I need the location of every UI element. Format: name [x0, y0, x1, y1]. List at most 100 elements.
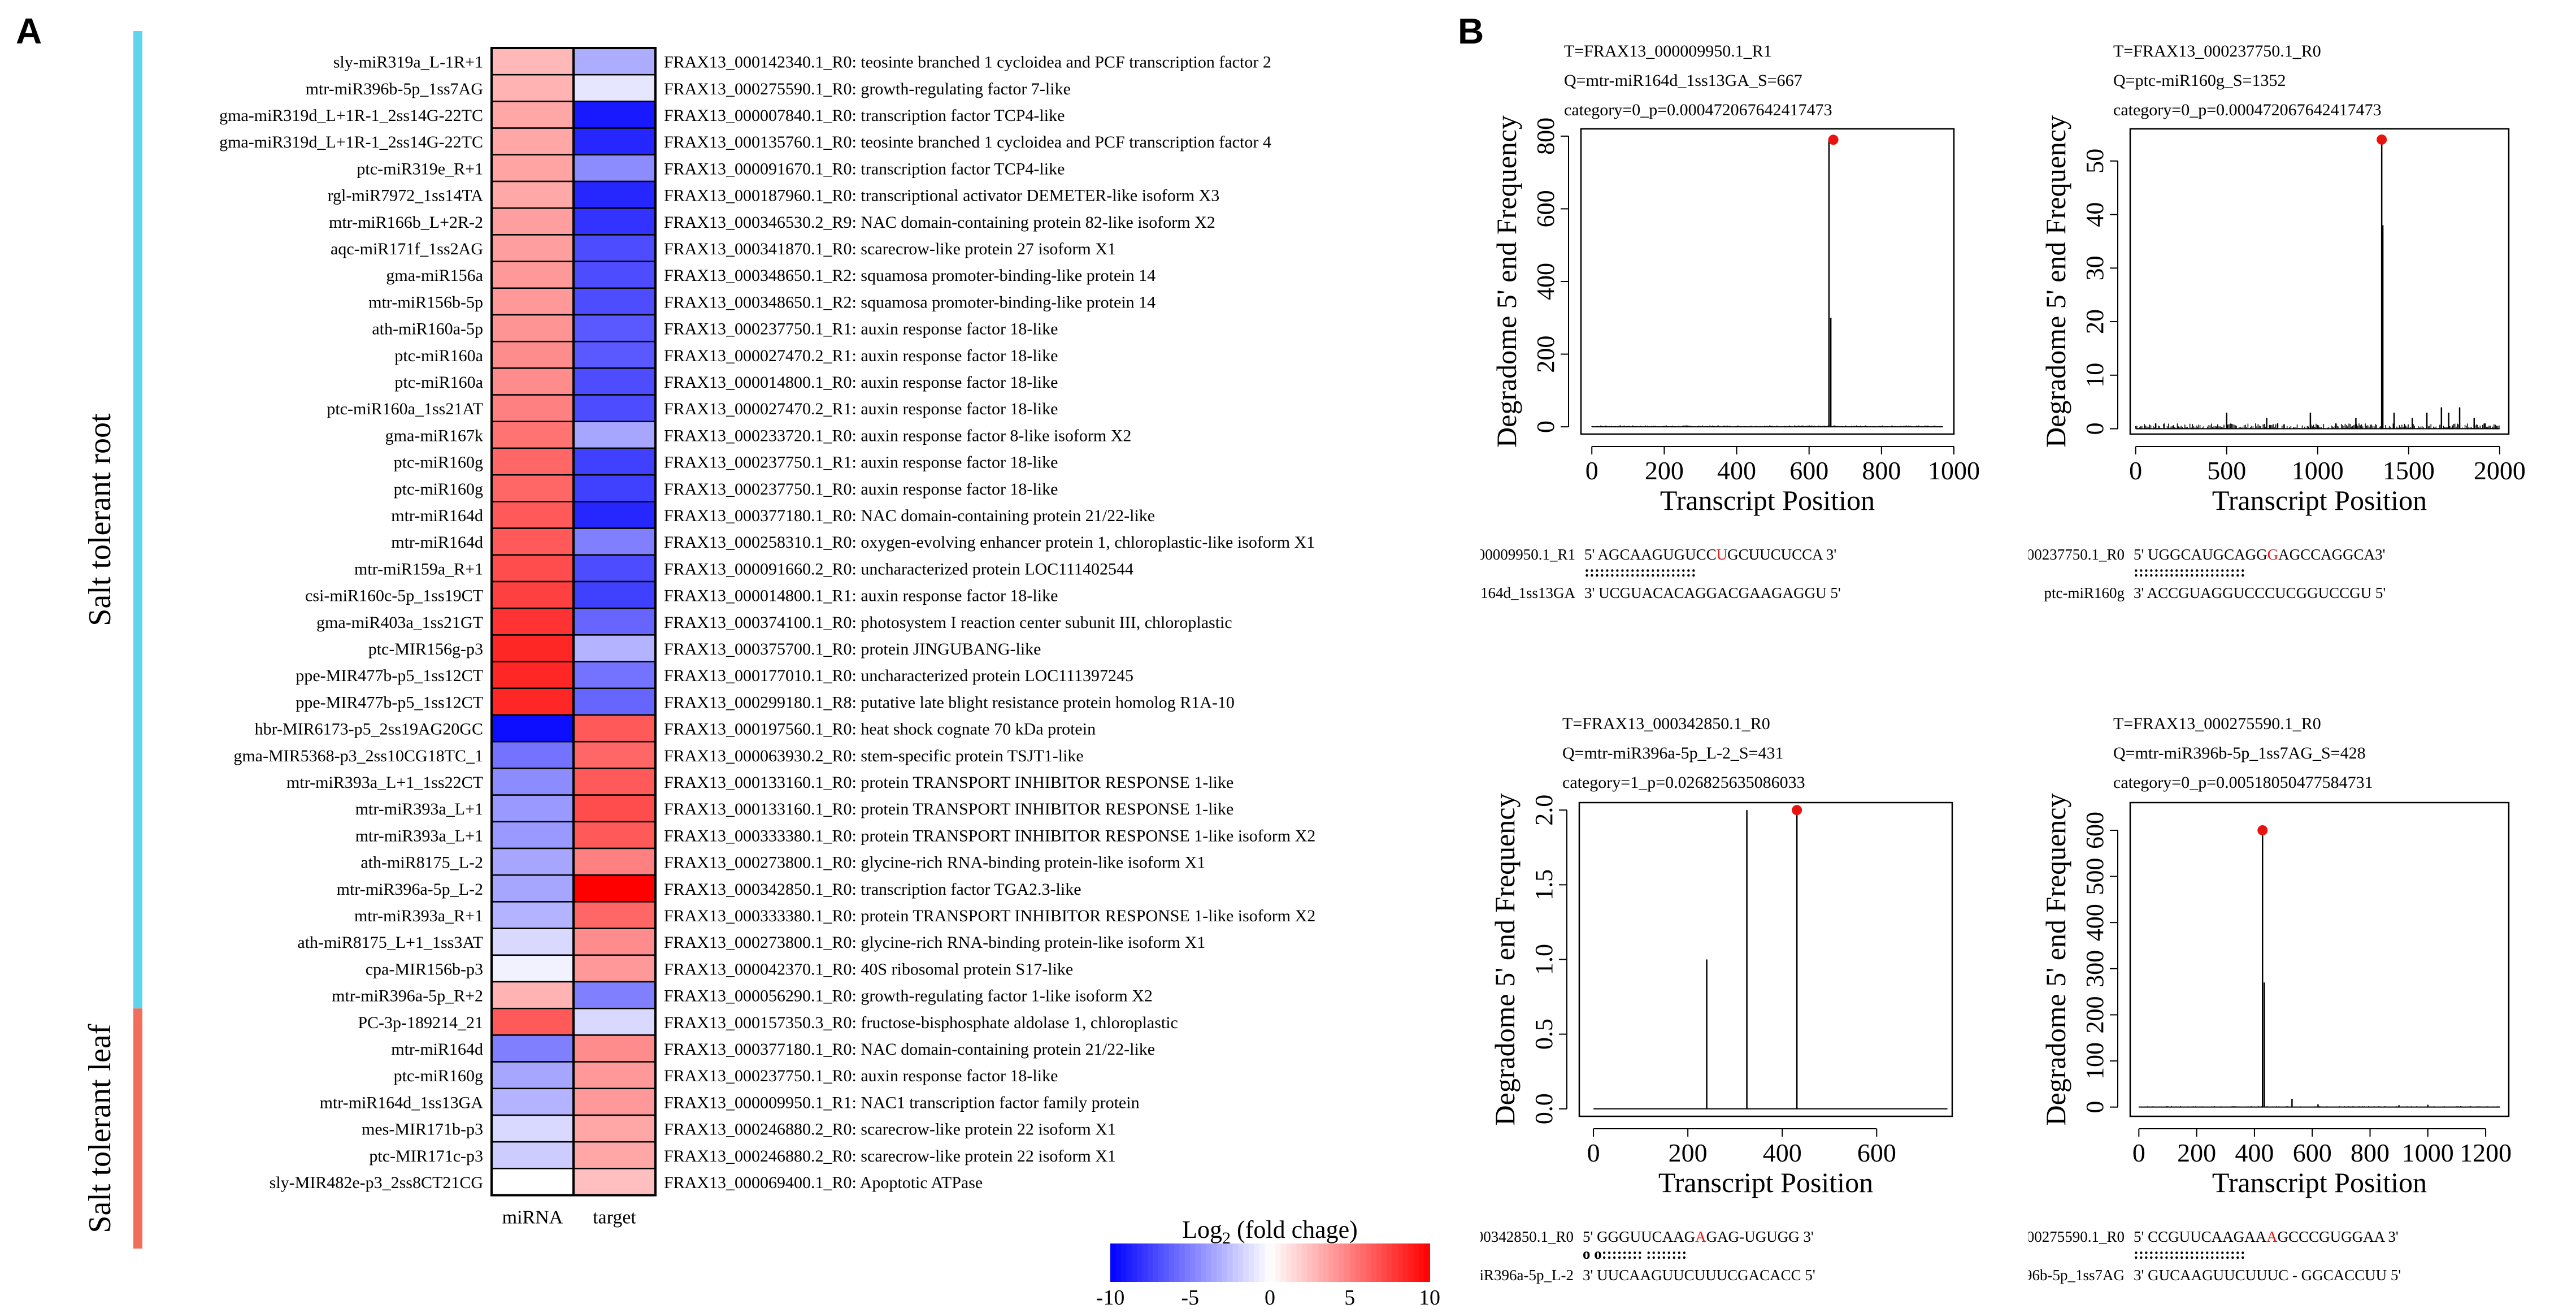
legend-color-step [1280, 1243, 1287, 1282]
target-label: FRAX13_000273800.1_R0: glycine-rich RNA-… [664, 933, 1205, 952]
alignment-query-seq: 3' UCGUACACAGGACGAAGAGGU 5' [1584, 584, 1841, 601]
legend-color-step [1110, 1243, 1117, 1282]
mirna-label: mtr-miR166b_L+2R-2 [329, 213, 483, 232]
legend-color-step [1115, 1243, 1122, 1282]
legend-tick-label: -10 [1096, 1286, 1125, 1310]
x-tick-label: 1500 [2383, 456, 2435, 485]
mirna-label: mtr-miR159a_R+1 [354, 560, 483, 578]
legend-color-step [1323, 1243, 1330, 1282]
x-tick-label: 600 [1789, 456, 1828, 485]
mirna-label: mes-MIR171b-p3 [362, 1120, 483, 1139]
legend-color-step [1302, 1243, 1308, 1282]
y-tick-label: 0 [1532, 421, 1559, 433]
target-label: FRAX13_000258310.1_R0: oxygen-evolving e… [664, 533, 1315, 552]
legend-color-step [1265, 1243, 1271, 1282]
target-label: FRAX13_000009950.1_R1: NAC1 transcriptio… [664, 1093, 1140, 1112]
mirna-label: mtr-miR164d [391, 506, 483, 525]
target-label: FRAX13_000333380.1_R0: protein TRANSPORT… [664, 907, 1315, 925]
cleavage-site-dot [1792, 805, 1802, 816]
plot-info-line: Q=ptc-miR160g_S=1352 [2113, 71, 2286, 90]
legend-color-step [1408, 1243, 1414, 1282]
legend-color-step [1270, 1243, 1276, 1282]
target-label: FRAX13_000042370.1_R0: 40S ribosomal pro… [664, 960, 1073, 978]
legend-color-step [1312, 1243, 1319, 1282]
panel-label-b: B [1458, 11, 1484, 51]
target-label: FRAX13_000246880.2_R0: scarecrow-like pr… [664, 1147, 1116, 1165]
target-label: FRAX13_000063930.2_R0: stem-specific pro… [664, 747, 1084, 765]
target-label: FRAX13_000246880.2_R0: scarecrow-like pr… [664, 1120, 1116, 1139]
heatmap-cell-mirna [490, 447, 575, 476]
target-label: FRAX13_000346530.2_R9: NAC domain-contai… [664, 213, 1215, 232]
y-tick-label: 0 [2081, 1101, 2109, 1113]
mirna-label: ptc-miR160a [394, 373, 483, 392]
legend-color-step [1248, 1243, 1255, 1282]
legend-color-step [1232, 1243, 1239, 1282]
legend-color-step [1222, 1243, 1228, 1282]
legend-color-step [1402, 1243, 1409, 1282]
mirna-label: mtr-miR393a_L+1 [355, 800, 483, 818]
heatmap-cell-mirna [490, 501, 575, 529]
y-axis-title: Degradome 5' end Frequency [2040, 794, 2071, 1126]
x-axis-title: Transcript Position [1660, 484, 1875, 516]
heatmap-cell-target [572, 394, 657, 423]
heatmap-cell-target [572, 580, 657, 609]
heatmap-cell-target [572, 1087, 657, 1116]
y-tick-label: 10 [2081, 363, 2109, 388]
x-tick-label: 1000 [2402, 1138, 2454, 1167]
alignment-query-name: mtr-miR164d_1ss13GA [1480, 584, 1576, 601]
heatmap-cell-target [572, 367, 657, 396]
mirna-label: ptc-miR160a_1ss21AT [327, 400, 483, 418]
x-tick-label: 1000 [2292, 456, 2344, 485]
heatmap-cell-target [572, 847, 657, 876]
y-tick-label: 200 [1532, 336, 1559, 373]
y-axis-title: Degradome 5' end Frequency [1489, 794, 1521, 1126]
x-tick-label: 200 [1645, 456, 1684, 485]
alignment-target-seq: 5' GGGUUCAAGAGAG-UGUGG 3' [1583, 1228, 1814, 1245]
target-label: FRAX13_000197560.1_R0: heat shock cognat… [664, 720, 1096, 739]
x-tick-label: 400 [1717, 456, 1756, 485]
target-label: FRAX13_000177010.1_R0: uncharacterized p… [664, 666, 1133, 685]
group-bar-leaf [133, 1008, 142, 1249]
legend-tick-label: 0 [1265, 1286, 1275, 1310]
legend-color-step [1137, 1243, 1143, 1282]
heatmap-cell-mirna [490, 527, 575, 556]
legend-color-step [1339, 1243, 1345, 1282]
heatmap-cell-mirna [490, 714, 575, 743]
mirna-label: mtr-miR393a_L+1_1ss22CT [286, 773, 483, 792]
alignment-query-name: ptc-miR160g [2044, 584, 2125, 601]
heatmap-cell-target [572, 954, 657, 983]
column-label-mirna: miRNA [502, 1207, 563, 1228]
mirna-label: mtr-miR156b-5p [368, 293, 483, 311]
legend-color-step [1366, 1243, 1372, 1282]
target-label: FRAX13_000237750.1_R0: auxin response fa… [664, 480, 1058, 499]
target-label: FRAX13_000377180.1_R0: NAC domain-contai… [664, 506, 1155, 525]
target-label: FRAX13_000157350.3_R0: fructose-bisphosp… [664, 1013, 1178, 1032]
heatmap-cell-target [572, 234, 657, 262]
heatmap-cell-target [572, 687, 657, 716]
y-axis-title: Degradome 5' end Frequency [2040, 115, 2071, 448]
legend-color-step [1201, 1243, 1207, 1282]
alignment-target-name: FRAX13_000275590.1_R0 [2028, 1228, 2125, 1245]
heatmap-cell-target [572, 47, 657, 76]
heatmap-cell-target [572, 768, 657, 796]
heatmap-cell-target [572, 287, 657, 316]
legend-color-step [1206, 1243, 1212, 1282]
target-label: FRAX13_000377180.1_R0: NAC domain-contai… [664, 1040, 1155, 1059]
x-tick-label: 0 [1587, 1138, 1600, 1167]
mirna-label: ath-miR8175_L-2 [360, 853, 483, 872]
heatmap-cell-mirna [490, 821, 575, 850]
legend-color-step [1211, 1243, 1218, 1282]
mirna-label: ath-miR160a-5p [372, 320, 483, 339]
mirna-label: ppe-MIR477b-p5_1ss12CT [296, 666, 483, 685]
y-tick-label: 600 [2081, 812, 2109, 849]
target-label: FRAX13_000375700.1_R0: protein JINGUBANG… [664, 640, 1041, 658]
legend-color-step [1376, 1243, 1383, 1282]
legend-color-step [1179, 1243, 1185, 1282]
heatmap-cell-mirna [490, 607, 575, 636]
legend-color-step [1397, 1243, 1404, 1282]
legend-color-step [1126, 1243, 1132, 1282]
target-label: FRAX13_000341870.1_R0: scarecrow-like pr… [664, 240, 1116, 258]
y-tick-label: 20 [2081, 309, 2109, 334]
legend-color-step [1355, 1243, 1361, 1282]
x-tick-label: 600 [2293, 1138, 2332, 1167]
